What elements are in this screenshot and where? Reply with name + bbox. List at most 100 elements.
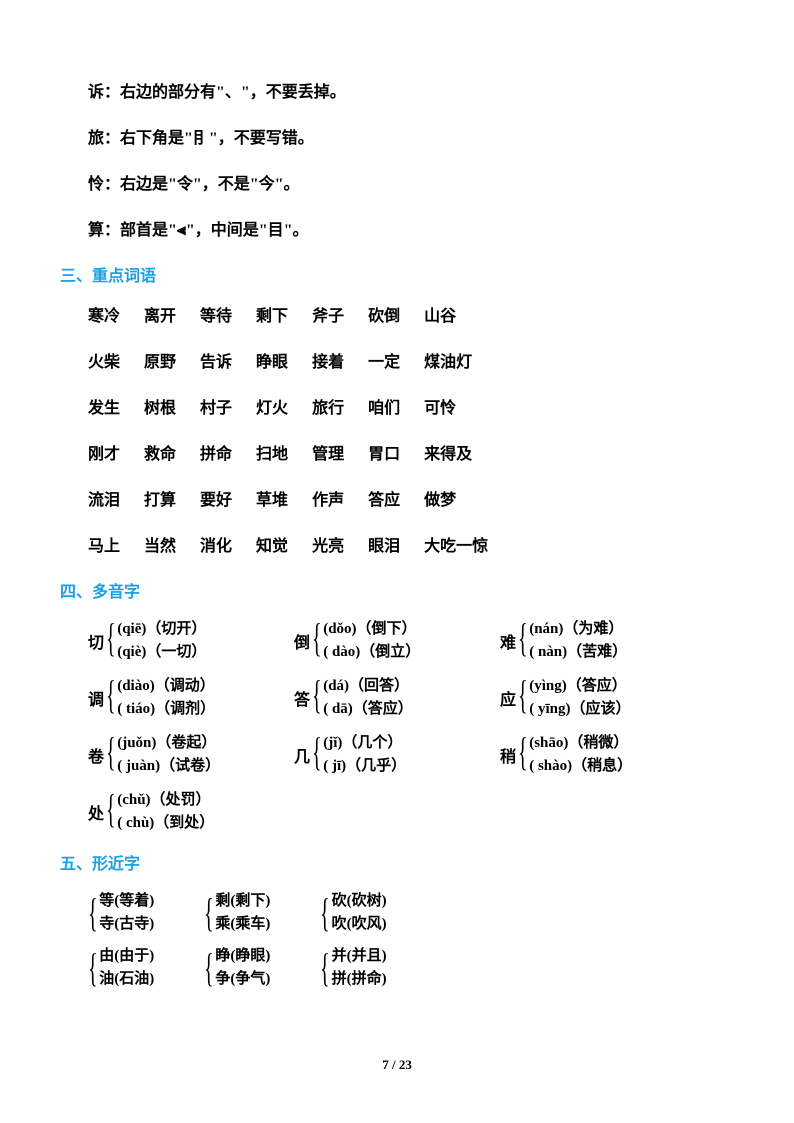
- shape-group: {等(等着)寺(古寺): [88, 890, 154, 935]
- vocab-line: 刚才救命拼命扫地管理胃口来得及: [88, 440, 734, 464]
- brace-icon: {: [320, 893, 330, 933]
- vocab-word: 煤油灯: [424, 348, 472, 372]
- brace-icon: {: [204, 948, 214, 988]
- shape-pair: 由(由于)油(石油): [99, 945, 154, 990]
- vocab-word: 救命: [144, 440, 176, 464]
- vocab-word: 火柴: [88, 348, 120, 372]
- vocab-word: 告诉: [200, 348, 232, 372]
- section-3-title: 三、重点词语: [60, 262, 734, 286]
- poly-reading: ( juàn)（试卷）: [117, 755, 220, 778]
- shape-pair: 睁(睁眼)争(争气): [215, 945, 270, 990]
- shape-item: 拼(拼命): [332, 968, 387, 991]
- poly-readings: (jǐ)（几个）( jī)（几乎）: [323, 732, 406, 777]
- vocab-word: 刚才: [88, 440, 120, 464]
- page-number: 7 / 23: [0, 1057, 794, 1073]
- vocab-word: 离开: [144, 302, 176, 326]
- vocab-word: 作声: [312, 486, 344, 510]
- shape-pair: 砍(砍树)吹(吹风): [332, 890, 387, 935]
- shape-row: {由(由于)油(石油){睁(睁眼)争(争气){并(并且)拼(拼命): [88, 945, 734, 990]
- note-line-3: 算：部首是"⫷"，中间是"目"。: [88, 216, 734, 240]
- poly-group: 答{(dá)（回答）( dā)（答应）: [294, 675, 474, 720]
- poly-char: 切: [88, 629, 104, 653]
- brace-icon: {: [204, 893, 214, 933]
- brace-icon: {: [518, 675, 528, 720]
- vocab-word: 等待: [200, 302, 232, 326]
- vocab-word: 发生: [88, 394, 120, 418]
- vocab-word: 睁眼: [256, 348, 288, 372]
- poly-char: 应: [500, 686, 516, 710]
- poly-char: 倒: [294, 629, 310, 653]
- poly-char: 难: [500, 629, 516, 653]
- shape-group: {睁(睁眼)争(争气): [204, 945, 270, 990]
- poly-reading: ( dā)（答应）: [323, 698, 413, 721]
- poly-reading: ( chù)（到处）: [117, 812, 214, 835]
- poly-reading: (dá)（回答）: [323, 675, 413, 698]
- poly-char: 调: [88, 686, 104, 710]
- vocab-word: 要好: [200, 486, 232, 510]
- vocab-word: 当然: [144, 532, 176, 556]
- shape-group: {由(由于)油(石油): [88, 945, 154, 990]
- vocab-line: 火柴原野告诉睁眼接着一定煤油灯: [88, 348, 734, 372]
- vocab-line: 流泪打算要好草堆作声答应做梦: [88, 486, 734, 510]
- poly-group: 难{(nán)（为难）( nàn)（苦难）: [500, 618, 680, 663]
- vocab-word: 来得及: [424, 440, 472, 464]
- vocab-word: 村子: [200, 394, 232, 418]
- vocab-block: 寒冷离开等待剩下斧子砍倒山谷火柴原野告诉睁眼接着一定煤油灯发生树根村子灯火旅行咱…: [60, 302, 734, 556]
- brace-icon: {: [88, 893, 98, 933]
- shape-item: 吹(吹风): [332, 913, 387, 936]
- poly-row: 处{(chǔ)（处罚）( chù)（到处）: [88, 789, 734, 834]
- poly-char: 处: [88, 800, 104, 824]
- vocab-line: 寒冷离开等待剩下斧子砍倒山谷: [88, 302, 734, 326]
- poly-char: 答: [294, 686, 310, 710]
- vocab-word: 一定: [368, 348, 400, 372]
- page-total: 23: [399, 1057, 412, 1072]
- shape-group: {剩(剩下)乘(乘车): [204, 890, 270, 935]
- vocab-word: 大吃一惊: [424, 532, 488, 556]
- vocab-word: 消化: [200, 532, 232, 556]
- vocab-word: 眼泪: [368, 532, 400, 556]
- poly-reading: (dǒo)（倒下）: [323, 618, 420, 641]
- brace-icon: {: [320, 948, 330, 988]
- poly-reading: (jǐ)（几个）: [323, 732, 406, 755]
- shape-row: {等(等着)寺(古寺){剩(剩下)乘(乘车){砍(砍树)吹(吹风): [88, 890, 734, 935]
- poly-readings: (dá)（回答）( dā)（答应）: [323, 675, 413, 720]
- shape-item: 由(由于): [99, 945, 154, 968]
- section-5-title: 五、形近字: [60, 850, 734, 874]
- poly-group: 倒{(dǒo)（倒下）( dào)（倒立）: [294, 618, 474, 663]
- poly-reading: (shāo)（稍微）: [529, 732, 632, 755]
- vocab-word: 咱们: [368, 394, 400, 418]
- vocab-word: 树根: [144, 394, 176, 418]
- note-line-2: 怜：右边是"令"，不是"今"。: [88, 170, 734, 194]
- vocab-word: 做梦: [424, 486, 456, 510]
- poly-readings: (qiē)（切开）(qiè)（一切）: [117, 618, 206, 663]
- brace-icon: {: [106, 732, 116, 777]
- vocab-word: 管理: [312, 440, 344, 464]
- poly-readings: (juǒn)（卷起）( juàn)（试卷）: [117, 732, 220, 777]
- poly-reading: (yìng)（答应）: [529, 675, 630, 698]
- page-sep: /: [389, 1057, 399, 1072]
- note-line-1: 旅：右下角是"⺝"，不要写错。: [88, 124, 734, 148]
- poly-char: 卷: [88, 743, 104, 767]
- poly-reading: ( yīng)（应该）: [529, 698, 630, 721]
- poly-row: 卷{(juǒn)（卷起）( juàn)（试卷）几{(jǐ)（几个）( jī)（几…: [88, 732, 734, 777]
- shape-item: 剩(剩下): [215, 890, 270, 913]
- brace-icon: {: [518, 732, 528, 777]
- shape-item: 并(并且): [332, 945, 387, 968]
- poly-reading: ( dào)（倒立）: [323, 641, 420, 664]
- vocab-word: 流泪: [88, 486, 120, 510]
- vocab-word: 山谷: [424, 302, 456, 326]
- poly-group: 处{(chǔ)（处罚）( chù)（到处）: [88, 789, 268, 834]
- shape-pair: 并(并且)拼(拼命): [332, 945, 387, 990]
- shape-group: {砍(砍树)吹(吹风): [320, 890, 386, 935]
- vocab-word: 接着: [312, 348, 344, 372]
- poly-reading: (juǒn)（卷起）: [117, 732, 220, 755]
- shape-item: 等(等着): [99, 890, 154, 913]
- brace-icon: {: [88, 948, 98, 988]
- vocab-word: 草堆: [256, 486, 288, 510]
- poly-reading: (diào)（调动）: [117, 675, 215, 698]
- polyphonic-block: 切{(qiē)（切开）(qiè)（一切）倒{(dǒo)（倒下）( dào)（倒立…: [60, 618, 734, 834]
- vocab-word: 砍倒: [368, 302, 400, 326]
- vocab-word: 寒冷: [88, 302, 120, 326]
- poly-reading: (qiē)（切开）: [117, 618, 206, 641]
- vocab-word: 斧子: [312, 302, 344, 326]
